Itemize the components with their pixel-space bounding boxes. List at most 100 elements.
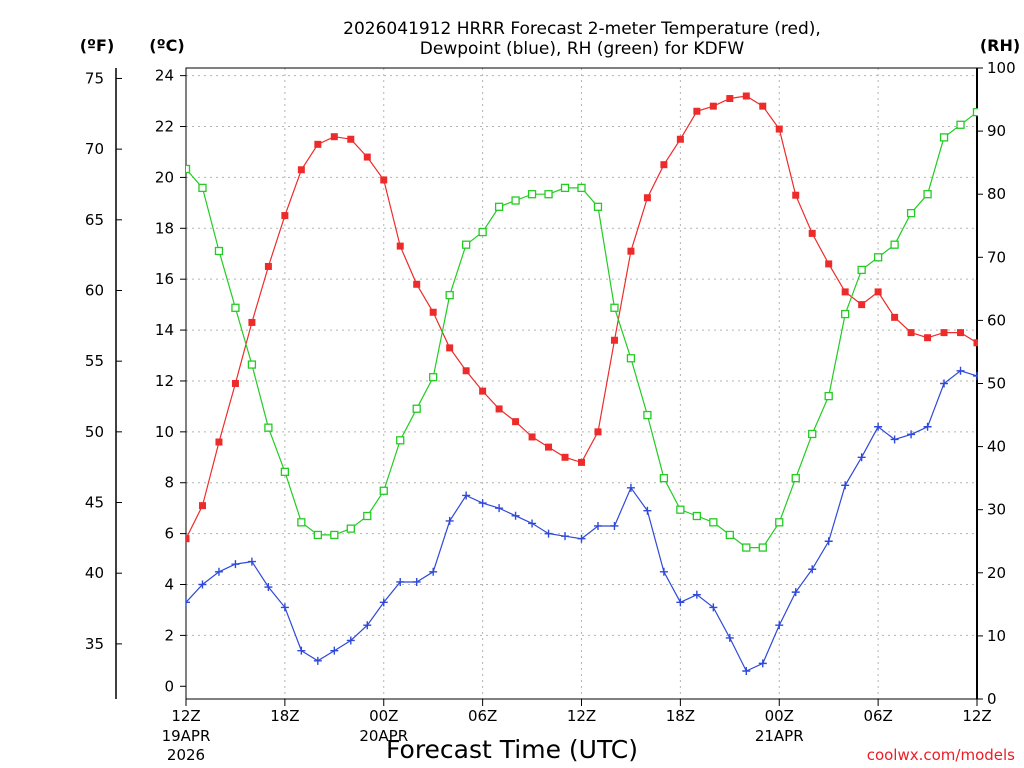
rh-point (396, 436, 405, 445)
dewpoint-point (907, 430, 916, 439)
temperature-point (742, 92, 750, 100)
dewpoint-point (214, 567, 223, 576)
temperature-point (643, 194, 651, 202)
rh-point (841, 309, 850, 319)
rh-tick-label: 10 (987, 627, 1006, 645)
rh-point (857, 265, 866, 275)
x-tick-label: 06Z (863, 707, 892, 725)
rh-point (330, 530, 339, 540)
temperature-point (841, 288, 849, 296)
rh-point (873, 253, 883, 262)
rh-tick-label: 80 (987, 185, 1006, 203)
dewpoint-point (445, 516, 454, 525)
rh-point (758, 543, 767, 552)
temperature-point (775, 125, 783, 133)
rh-point (725, 530, 734, 540)
rh-point (659, 473, 669, 483)
rh-tick-label: 0 (987, 690, 997, 708)
x-tick-label: 00Z (765, 707, 794, 725)
dewpoint-point (330, 646, 339, 655)
temperature-point (231, 380, 239, 387)
dewpoint-point (346, 636, 355, 645)
dewpoint-point (363, 621, 372, 630)
temperature-point (512, 418, 520, 426)
dewpoint-point (973, 371, 978, 380)
series-layer (186, 92, 978, 676)
rh-point (280, 467, 290, 476)
temperature-point (248, 318, 256, 326)
dewpoint-point (297, 646, 306, 655)
temperature-point (825, 260, 833, 268)
celsius-tick-label: 18 (155, 219, 174, 237)
celsius-tick-label: 22 (155, 118, 174, 136)
rh-point (412, 404, 421, 413)
credit-label: coolwx.com/models (867, 746, 1015, 764)
temperature-point (330, 133, 338, 141)
rh-point (939, 133, 949, 142)
dewpoint-point (692, 590, 701, 599)
dewpoint-point (198, 580, 207, 589)
dewpoint-point (775, 621, 784, 630)
fahrenheit-tick-label: 70 (85, 140, 104, 158)
dewpoint-point (874, 422, 883, 431)
chart-title: 2026041912 HRRR Forecast 2-meter Tempera… (343, 19, 821, 39)
fahrenheit-tick-label: 55 (85, 352, 104, 370)
dewpoint-point (561, 532, 570, 541)
rh-point (560, 183, 570, 193)
rh-point (593, 202, 603, 211)
rh-tick-label: 100 (987, 59, 1016, 77)
temperature-point (198, 502, 206, 510)
rh-point (429, 373, 438, 382)
dewpoint-point (313, 656, 322, 665)
rh-point (247, 360, 257, 369)
x-tick-label: 00Z (369, 707, 398, 725)
rh-tick-label: 50 (987, 375, 1006, 393)
rh-point (186, 164, 191, 174)
temperature-point (545, 443, 553, 451)
fahrenheit-tick-label: 50 (85, 423, 104, 441)
temperature-point (561, 453, 569, 461)
rh-tick-label: 90 (987, 122, 1006, 140)
dewpoint-point (676, 598, 685, 607)
dewpoint-point (412, 577, 421, 586)
temperature-point (891, 313, 899, 321)
rh-series (186, 108, 978, 552)
temperature-point (676, 135, 684, 143)
fahrenheit-tick-label: 60 (85, 281, 104, 299)
rh-point (379, 486, 388, 495)
celsius-unit-label: (ºC) (149, 36, 184, 55)
temperature-point (874, 288, 882, 296)
celsius-tick-label: 2 (164, 626, 174, 644)
dewpoint-point (791, 588, 800, 597)
temperature-point (973, 339, 978, 347)
x-year-label: 2026 (167, 746, 205, 764)
temperature-point (578, 458, 585, 466)
temperature-point (726, 95, 734, 103)
temperature-point (186, 535, 190, 543)
temperature-point (528, 433, 536, 441)
x-tick-label: 12Z (567, 707, 596, 725)
temperature-point (808, 229, 816, 237)
dewpoint-point (478, 499, 487, 508)
plot-frame (185, 67, 978, 700)
dewpoint-point (808, 565, 817, 574)
dewpoint-point (280, 603, 289, 612)
dewpoint-point (511, 511, 520, 520)
dewpoint-point (577, 534, 586, 543)
temperature-point (660, 161, 668, 169)
temperature-point (363, 153, 371, 161)
dewpoint-point (659, 567, 668, 576)
dewpoint-point (264, 583, 273, 592)
temperature-point (858, 301, 866, 309)
rh-point (198, 183, 207, 193)
rh-point (643, 410, 652, 420)
temperature-point (297, 166, 305, 174)
celsius-tick-label: 6 (164, 525, 174, 543)
temperature-point (215, 438, 223, 446)
dewpoint-point (626, 483, 635, 492)
rh-tick-label: 30 (987, 501, 1006, 519)
rh-point (972, 108, 978, 117)
temperature-series (186, 92, 978, 543)
x-tick-label: 18Z (270, 707, 299, 725)
dewpoint-point (186, 598, 190, 607)
